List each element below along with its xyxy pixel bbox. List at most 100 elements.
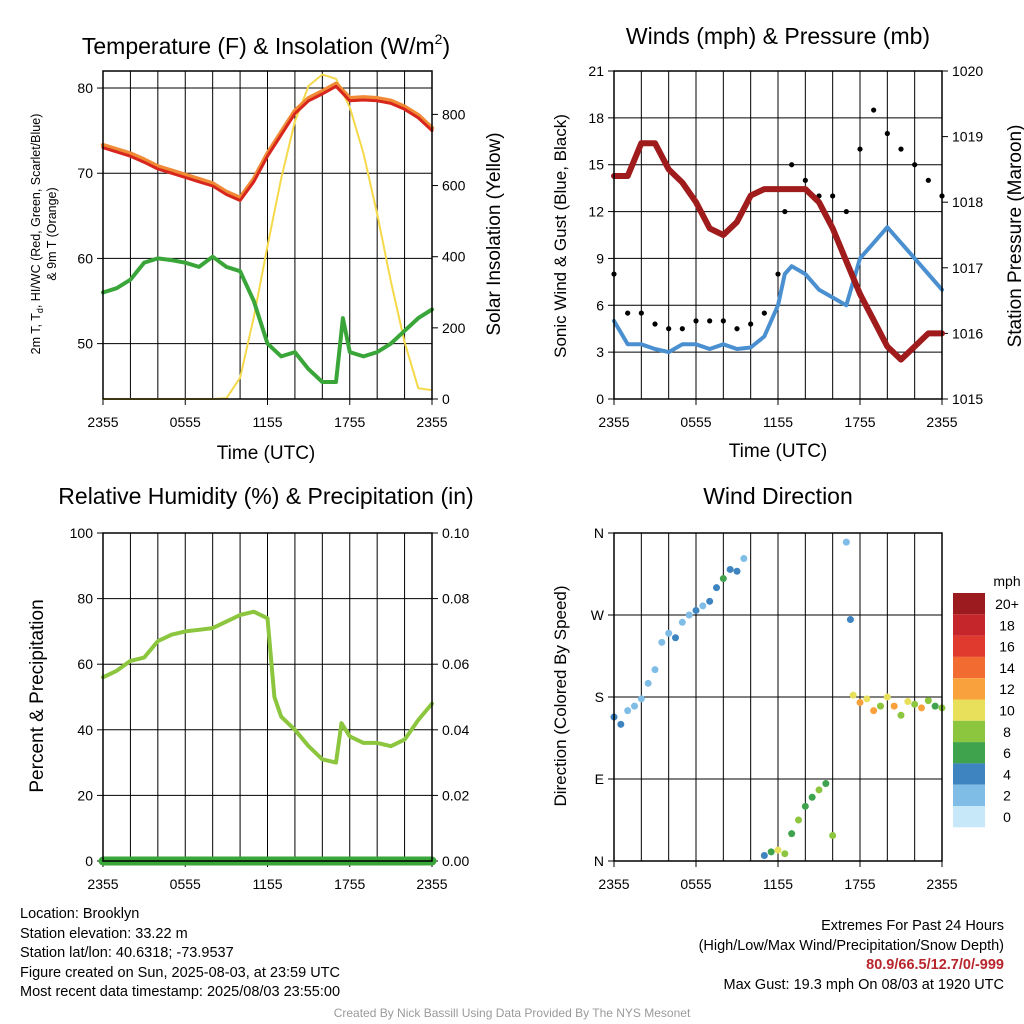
- extremes-values: 80.9/66.5/12.7/0/-999: [866, 957, 1004, 973]
- direction-point: [658, 638, 666, 646]
- colorbar-swatch: [953, 742, 985, 764]
- gust-point: [679, 326, 685, 332]
- gust-point: [802, 177, 808, 183]
- direction-point: [706, 597, 714, 605]
- direction-plot: N E S W N 2355 0555 1155 1755 2355: [591, 525, 958, 892]
- gust-point: [857, 146, 863, 152]
- direction-point: [631, 702, 638, 710]
- humidity-panel: Relative Humidity (%) & Precipitation (i…: [27, 483, 474, 892]
- y-tick-label: 50: [77, 336, 93, 352]
- plot-border: [613, 70, 943, 400]
- extremes-info: Extremes For Past 24 Hours (High/Low/Max…: [699, 917, 1004, 995]
- winds-xlabel: Time (UTC): [729, 441, 828, 462]
- y-tick-label: 40: [77, 722, 93, 738]
- y-tick-label: N: [594, 853, 604, 869]
- gust-point: [871, 107, 877, 113]
- humidity-plot: 0 20 40 60 80 100 0.00 0.02 0.04 0.06 0.08 0.10 2355…: [70, 525, 470, 892]
- y2-tick-label: 1015: [952, 391, 983, 407]
- direction-point: [890, 702, 898, 710]
- direction-point: [815, 786, 823, 794]
- y-tick-label: 100: [70, 525, 94, 541]
- gust-point: [666, 326, 672, 332]
- gust-point: [898, 146, 904, 152]
- y-tick-label: 20: [77, 787, 93, 803]
- y-tick-label: 3: [596, 344, 604, 360]
- temperature-xlabel: Time (UTC): [217, 443, 316, 464]
- x-tick-label: 2355: [926, 876, 957, 892]
- direction-point: [644, 679, 652, 687]
- x-tick-label: 2355: [598, 876, 629, 892]
- direction-point: [760, 852, 768, 860]
- direction-point: [856, 698, 864, 706]
- colorbar-swatch: [953, 784, 985, 806]
- direction-point: [904, 698, 912, 706]
- y-tick-label: 0: [85, 853, 93, 869]
- extremes-title: Extremes For Past 24 Hours: [821, 918, 1004, 934]
- dewpoint-line: [101, 254, 434, 384]
- colorbar-swatch: [953, 699, 985, 721]
- gust-point: [884, 130, 890, 137]
- direction-ylabel: Direction (Colored By Speed): [551, 585, 570, 806]
- temperature-title: Temperature (F) & Insolation (W/m2): [82, 31, 450, 59]
- direction-point: [870, 707, 878, 715]
- colorbar-label: 2: [1003, 788, 1011, 804]
- y2-tick-label: 0.02: [442, 787, 469, 803]
- direction-point: [897, 711, 905, 719]
- temperature-ylabel-line1: 2m T, Td, HI/WC (Red, Green, Scarlet/Blu…: [29, 114, 45, 355]
- colorbar-label: 4: [1003, 766, 1011, 782]
- direction-point: [842, 538, 850, 546]
- direction-point: [665, 629, 673, 637]
- gust-point: [748, 321, 754, 327]
- y2-tick-label: 600: [442, 178, 466, 194]
- y-tick-label: E: [595, 771, 604, 787]
- x-tick-label: 2355: [87, 876, 118, 892]
- direction-point: [637, 695, 645, 703]
- gust-point: [789, 162, 795, 168]
- gust-point: [734, 326, 740, 332]
- y-tick-label: 70: [77, 165, 93, 181]
- y2-tick-label: 1016: [952, 325, 983, 341]
- gust-point: [652, 321, 658, 327]
- direction-point: [685, 611, 693, 619]
- direction-point: [846, 616, 854, 624]
- colorbar-label: 14: [999, 660, 1015, 676]
- x-tick-label: 1755: [844, 414, 875, 430]
- credit-text: Created By Nick Bassill Using Data Provi…: [333, 1006, 691, 1020]
- extremes-subtitle: (High/Low/Max Wind/Precipitation/Snow De…: [698, 937, 1004, 954]
- y-tick-label: 15: [588, 157, 604, 173]
- y-tick-label: 18: [588, 110, 604, 126]
- direction-point: [651, 666, 659, 674]
- colorbar: 20+ 18 16 14 12 10 8 6 4 2 0: [953, 593, 1019, 828]
- y2-tick-label: 0: [442, 391, 450, 407]
- max-gust-text: Max Gust: 19.3 mph On 08/03 at 1920 UTC: [723, 976, 1004, 993]
- direction-point: [726, 565, 734, 573]
- direction-panel: Wind Direction N E S W N 2355 0555 1155 1755 2355…: [551, 483, 1021, 892]
- gust-point: [625, 310, 631, 316]
- gust-point: [720, 318, 726, 324]
- x-tick-label: 1155: [252, 414, 282, 430]
- y2-tick-label: 800: [442, 106, 466, 122]
- direction-point: [672, 634, 679, 642]
- direction-point: [829, 831, 837, 839]
- winds-ylabel: Sonic Wind & Gust (Blue, Black): [551, 114, 570, 358]
- y2-tick-label: 1020: [952, 63, 983, 79]
- colorbar-label: 18: [999, 617, 1015, 633]
- direction-point: [795, 816, 802, 824]
- y-tick-label: W: [591, 607, 605, 623]
- colorbar-label: 8: [1003, 724, 1011, 740]
- y-tick-label: 6: [596, 297, 604, 313]
- humidity-title: Relative Humidity (%) & Precipitation (i…: [58, 483, 473, 509]
- direction-point: [617, 720, 625, 728]
- direction-point: [774, 846, 782, 854]
- direction-point: [883, 693, 891, 701]
- insolation-line: [102, 73, 433, 400]
- x-tick-label: 1155: [252, 876, 282, 892]
- gust-point: [775, 271, 781, 277]
- x-tick-label: 1755: [334, 414, 365, 430]
- y-tick-label: 80: [77, 591, 93, 607]
- gust-point: [693, 318, 699, 324]
- x-tick-label: 1155: [763, 876, 793, 892]
- winds-panel: Winds (mph) & Pressure (mb) 0 3 6 9 12 15 18 21…: [551, 23, 1024, 462]
- x-tick-label: 0555: [170, 414, 201, 430]
- sonic-wind-line: [612, 225, 944, 355]
